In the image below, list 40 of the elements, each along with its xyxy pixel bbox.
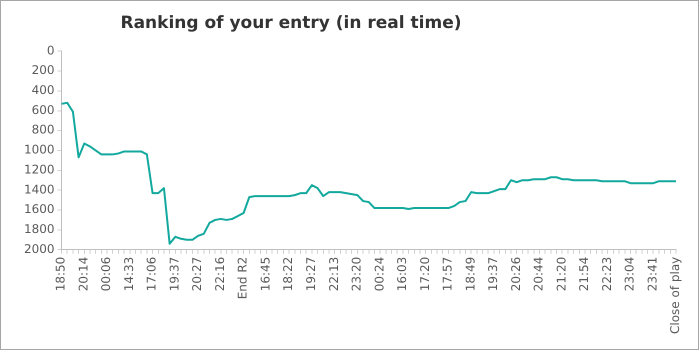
x-tick-label: 17:06 <box>144 256 159 292</box>
y-tick-label: 200 <box>32 63 55 78</box>
y-tick-label: 800 <box>32 122 55 137</box>
x-tick-label: 20:27 <box>190 256 204 292</box>
x-tick-label: 00:06 <box>99 256 114 292</box>
x-tick-label: 19:37 <box>486 256 500 292</box>
x-tick-label: 17:20 <box>418 256 432 292</box>
x-tick-label: 23:41 <box>645 256 660 292</box>
x-tick-label: 19:37 <box>167 256 182 292</box>
y-tick-label: 2000 <box>24 242 55 256</box>
y-tick-label: 1600 <box>24 202 55 216</box>
x-tick-label: 16:03 <box>395 256 410 292</box>
x-tick-label: 16:45 <box>258 256 272 292</box>
x-tick-label: 22:23 <box>600 256 614 292</box>
x-tick-label: 22:13 <box>326 256 341 292</box>
y-tick-label: 600 <box>32 102 55 117</box>
x-tick-label: 17:57 <box>440 256 455 292</box>
x-tick-label: 22:16 <box>212 256 227 292</box>
x-tick-label: 23:20 <box>350 256 364 292</box>
x-tick-label: 00:24 <box>372 256 386 292</box>
x-tick-label: 14:33 <box>122 256 136 292</box>
x-tick-label: 21:20 <box>554 256 568 292</box>
x-tick-label: Close of play <box>668 256 682 334</box>
x-tick-label: End R2 <box>236 256 250 300</box>
y-tick-label: 1000 <box>24 142 55 157</box>
y-tick-label: 400 <box>32 83 55 98</box>
x-tick-label: 20:26 <box>508 256 523 292</box>
x-tick-label: 18:50 <box>54 256 68 292</box>
x-tick-label: 21:54 <box>577 256 592 292</box>
y-tick-label: 1400 <box>24 182 55 196</box>
x-tick-label: 20:44 <box>532 256 546 292</box>
x-tick-label: 18:49 <box>463 256 478 292</box>
chart-title: Ranking of your entry (in real time) <box>119 13 462 33</box>
y-tick-label: 1800 <box>24 222 55 236</box>
y-tick-label: 0 <box>46 43 55 58</box>
x-tick-label: 18:22 <box>281 256 296 292</box>
x-tick-label: 20:14 <box>76 256 90 292</box>
y-tick-label: 1200 <box>24 162 55 176</box>
x-tick-label: 19:27 <box>304 256 318 292</box>
x-tick-label: 23:04 <box>622 256 637 292</box>
